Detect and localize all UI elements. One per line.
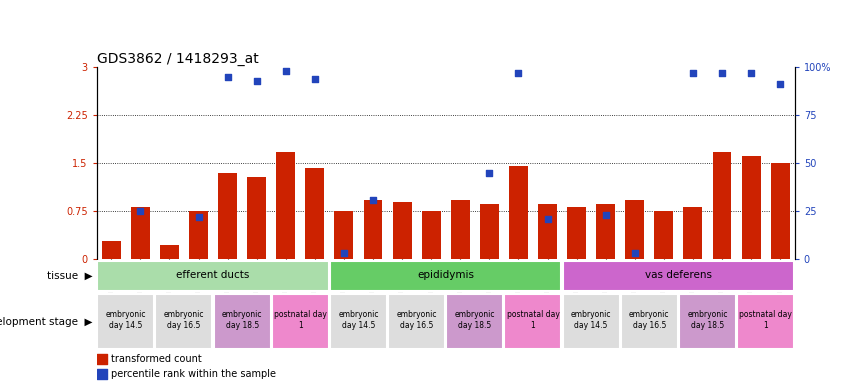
Bar	[626, 200, 644, 259]
Point	[337, 250, 351, 257]
Bar	[102, 241, 121, 259]
Text: embryonic
day 16.5: embryonic day 16.5	[396, 310, 436, 331]
Point	[599, 212, 612, 218]
Point	[686, 70, 700, 76]
Point	[279, 68, 293, 74]
Text: embryonic
day 14.5: embryonic day 14.5	[338, 310, 378, 331]
Bar	[505, 294, 562, 349]
Bar	[421, 210, 441, 259]
Bar	[277, 152, 295, 259]
Bar	[770, 163, 790, 259]
Bar	[447, 294, 503, 349]
Text: GDS3862 / 1418293_at: GDS3862 / 1418293_at	[97, 52, 258, 66]
Text: percentile rank within the sample: percentile rank within the sample	[111, 369, 276, 379]
Point	[483, 170, 496, 176]
Bar	[335, 210, 353, 259]
Bar	[272, 294, 329, 349]
Point	[250, 78, 263, 84]
Point	[95, 356, 108, 362]
Point	[192, 214, 205, 220]
Bar	[712, 152, 732, 259]
Bar	[363, 200, 383, 259]
Bar	[156, 294, 213, 349]
Text: development stage  ▶: development stage ▶	[0, 316, 93, 327]
Bar	[214, 294, 271, 349]
Text: tissue  ▶: tissue ▶	[47, 270, 93, 281]
Text: embryonic
day 18.5: embryonic day 18.5	[455, 310, 495, 331]
Bar	[305, 168, 325, 259]
Bar	[480, 204, 499, 259]
Text: embryonic
day 18.5: embryonic day 18.5	[687, 310, 727, 331]
Point	[511, 70, 525, 76]
Bar	[567, 207, 586, 259]
Bar	[742, 156, 760, 259]
Text: postnatal day
1: postnatal day 1	[739, 310, 792, 331]
Bar	[330, 294, 387, 349]
Text: postnatal day
1: postnatal day 1	[274, 310, 327, 331]
Bar	[596, 204, 615, 259]
Bar	[738, 294, 794, 349]
Bar	[393, 202, 411, 259]
Bar	[330, 260, 562, 291]
Bar	[98, 260, 329, 291]
Point	[744, 70, 758, 76]
Text: embryonic
day 16.5: embryonic day 16.5	[164, 310, 204, 331]
Bar	[654, 210, 674, 259]
Point	[716, 70, 729, 76]
Text: embryonic
day 14.5: embryonic day 14.5	[571, 310, 611, 331]
Text: embryonic
day 14.5: embryonic day 14.5	[106, 310, 146, 331]
Point	[134, 208, 147, 214]
Bar	[563, 260, 794, 291]
Bar	[538, 204, 557, 259]
Bar	[389, 294, 445, 349]
Point	[308, 76, 321, 82]
Bar	[98, 294, 154, 349]
Bar	[160, 245, 179, 259]
Text: transformed count: transformed count	[111, 354, 202, 364]
Point	[95, 371, 108, 377]
Point	[541, 216, 554, 222]
Bar	[621, 294, 678, 349]
Text: postnatal day
1: postnatal day 1	[506, 310, 559, 331]
Bar	[563, 294, 620, 349]
Bar	[218, 173, 237, 259]
Bar	[684, 207, 702, 259]
Point	[774, 81, 787, 88]
Text: vas deferens: vas deferens	[645, 270, 712, 280]
Point	[221, 74, 235, 80]
Bar	[131, 207, 150, 259]
Text: embryonic
day 18.5: embryonic day 18.5	[222, 310, 262, 331]
Bar	[509, 166, 528, 259]
Bar	[679, 294, 736, 349]
Point	[628, 250, 642, 257]
Bar	[189, 210, 208, 259]
Text: efferent ducts: efferent ducts	[177, 270, 250, 280]
Text: epididymis: epididymis	[417, 270, 474, 280]
Bar	[247, 177, 266, 259]
Point	[367, 197, 380, 203]
Bar	[451, 200, 470, 259]
Text: embryonic
day 16.5: embryonic day 16.5	[629, 310, 669, 331]
